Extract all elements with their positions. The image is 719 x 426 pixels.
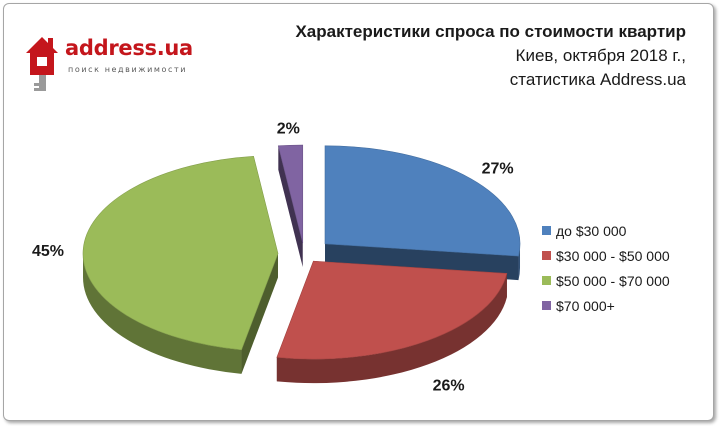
legend-swatch: [542, 276, 551, 285]
logo-name: address.ua: [65, 36, 193, 60]
pie-slice: [82, 156, 279, 351]
legend-swatch: [542, 301, 551, 310]
pie-slice: [324, 145, 521, 257]
logo-tagline: поиск недвижимости: [68, 65, 188, 74]
pie-slice-side: [241, 253, 279, 374]
legend-item: до $30 000: [542, 218, 670, 243]
chart-subtitle-source: статистика Address.ua: [509, 70, 686, 89]
legend-item: $70 000+: [542, 293, 670, 318]
pie-data-label: 27%: [482, 160, 514, 177]
legend-label: $50 000 - $70 000: [556, 272, 670, 289]
pie-slice-rim: [276, 273, 507, 384]
chart-legend: до $30 000 $30 000 - $50 000 $50 000 - $70…: [542, 218, 670, 318]
legend-label: $30 000 - $50 000: [556, 247, 670, 264]
pie-data-label: 2%: [277, 121, 300, 138]
pie-data-labels: 27% 26% 45% 2%: [32, 121, 514, 395]
chart-frame: address.ua поиск недвижимости Характерис…: [3, 3, 714, 421]
pie-slice-rim: [518, 243, 521, 281]
legend-swatch: [542, 251, 551, 260]
house-key-icon: [26, 37, 58, 91]
pie-slice-rim: [83, 253, 242, 374]
pie-slice: [277, 144, 304, 244]
chart-title: Характеристики спроса по стоимости кварт…: [295, 22, 686, 41]
pie-slice: [276, 260, 508, 360]
legend-label: $70 000+: [556, 297, 615, 314]
pie-data-label: 45%: [32, 243, 64, 260]
pie-tops: [82, 144, 521, 360]
pie-slice-side: [278, 145, 303, 268]
legend-item: $30 000 - $50 000: [542, 243, 670, 268]
pie-chart: 27% 26% 45% 2%: [32, 121, 521, 395]
chart-subtitle-location: Киев, октября 2018 г.,: [515, 46, 686, 65]
chart-header: Характеристики спроса по стоимости кварт…: [295, 20, 686, 92]
logo: address.ua поиск недвижимости: [22, 31, 212, 95]
legend-label: до $30 000: [556, 222, 627, 239]
legend-swatch: [542, 226, 551, 235]
pie-data-label: 26%: [433, 378, 465, 395]
legend-item: $50 000 - $70 000: [542, 268, 670, 293]
